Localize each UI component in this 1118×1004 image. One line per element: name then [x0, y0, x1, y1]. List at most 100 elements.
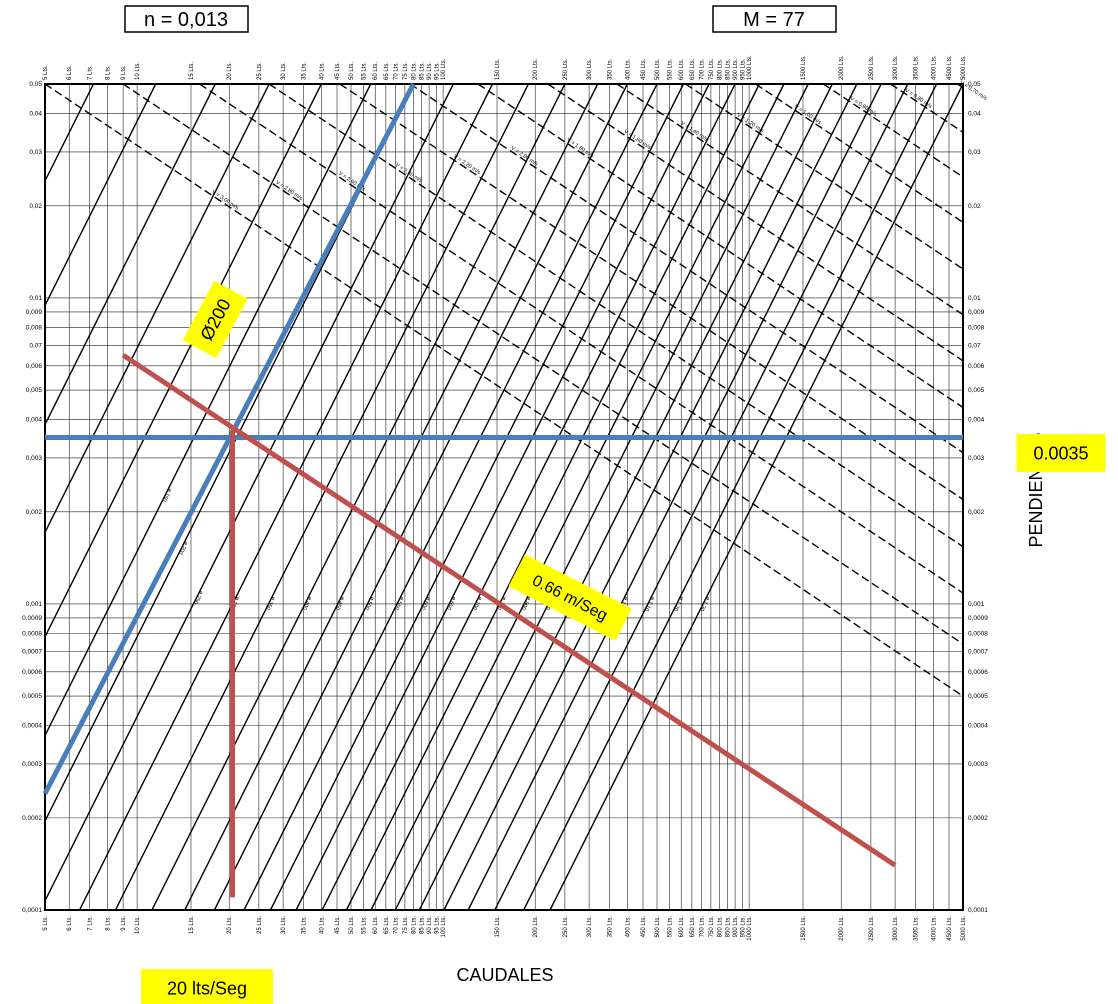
diameter-line: [114, 83, 530, 911]
diameter-line: [184, 83, 599, 911]
x-tick-label: 900 Lts.: [733, 916, 739, 938]
y-tick-label: 0,004: [26, 417, 43, 424]
x-tick-label: 25 Lts.: [257, 916, 263, 934]
y-tick-label: 0,004: [968, 417, 985, 424]
y-tick-label: 0,0003: [22, 761, 42, 768]
x-tick-label: 500 Lts.: [655, 58, 661, 80]
y-tick-label: 0,0009: [968, 615, 988, 622]
velocity-line-label: V = 2,80 m/s: [274, 180, 303, 202]
velocity-line-label: V = 1,40 m/s: [679, 121, 708, 143]
header-labels: n = 0,013 M = 77: [124, 5, 837, 33]
y-tick-label: 0,0007: [968, 648, 988, 655]
y-tick-label: 0,0009: [22, 615, 42, 622]
velocity-line-label: V = 2,40 m/s: [394, 162, 423, 184]
velocity-line: [199, 83, 964, 594]
x-tick-label: 15 Lts.: [189, 916, 195, 934]
x-tick-label: 700 Lts.: [700, 58, 706, 80]
y-tick-label: 0,009: [26, 309, 43, 316]
annotation-label: 0.0035: [1016, 434, 1106, 472]
annotation-label: 20 lts/Seg: [141, 969, 273, 1004]
x-tick-label: 7 Lts.: [88, 65, 94, 80]
x-tick-label: 600 Lts.: [679, 58, 685, 80]
velocity-line: [890, 83, 964, 133]
x-tick-label: 400 Lts.: [625, 916, 631, 938]
diameter-line-label: ø 600: [419, 595, 431, 610]
y-tick-label: 0,0008: [22, 631, 42, 638]
x-tick-label: 650 Lts.: [690, 58, 696, 80]
y-tick-label: 0,006: [968, 363, 985, 370]
y-tick-label: 0,005: [26, 387, 43, 394]
diameter-line-label: ø 200: [177, 540, 189, 555]
diameter-line: [44, 83, 157, 306]
x-tick-label: 3500 Lts.: [914, 55, 920, 80]
velocity-line-label: V = 2,20 m/s: [452, 154, 481, 176]
velocity-line-label: V = 3,00 m/s: [210, 189, 239, 211]
y-tick-label: 0,001: [968, 601, 985, 608]
x-tick-label: 750 Lts.: [709, 916, 715, 938]
x-tick-label: 8 Lts.: [105, 916, 111, 931]
y-tick-label: 0,04: [968, 111, 981, 118]
y-tick-label: 0,02: [29, 203, 42, 210]
x-tick-label: 5 Lts.: [43, 65, 49, 80]
x-tick-label: 70 Lts.: [394, 916, 400, 934]
annotation-label: 0.66 m/Seg: [508, 554, 632, 641]
diameter-line: [44, 83, 216, 425]
y-tick-label: 0,0007: [22, 648, 42, 655]
x-tick-label: 20 Lts.: [227, 62, 233, 80]
x-tick-label: 85 Lts.: [420, 916, 426, 934]
x-tick-label: 10 Lts.: [135, 62, 141, 80]
x-tick-label: 550 Lts.: [668, 58, 674, 80]
m-label: M = 77: [743, 9, 805, 31]
x-tick-label: 200 Lts.: [533, 58, 539, 80]
diameter-line-label: ø 800: [520, 595, 532, 610]
x-tick-label: 60 Lts.: [373, 916, 379, 934]
x-tick-label: 150 Lts.: [495, 916, 501, 938]
x-tick-label: 250 Lts.: [563, 58, 569, 80]
annotation-text: 0.0035: [1033, 443, 1088, 463]
diameter-line-label: ø 1,30: [698, 595, 710, 612]
diameter-line: [213, 83, 628, 911]
y-tick-label: 0,0004: [968, 723, 988, 730]
x-tick-label: 300 Lts.: [587, 916, 593, 938]
velocity-line: [823, 83, 964, 178]
annotation-highlight: [182, 280, 248, 359]
x-tick-label: 4000 Lts.: [931, 55, 937, 80]
x-tick-label: 2500 Lts.: [869, 916, 875, 941]
x-tick-label: 15 Lts.: [189, 62, 195, 80]
x-tick-label: 60 Lts.: [373, 62, 379, 80]
x-tick-label: 600 Lts.: [679, 916, 685, 938]
x-tick-label: 850 Lts.: [726, 58, 732, 80]
y-tick-label: 0,0008: [968, 631, 988, 638]
x-tick-label: 35 Lts.: [302, 62, 308, 80]
diameter-line: [523, 83, 938, 911]
n-label: n = 0,013: [144, 9, 228, 31]
m-label-box: [712, 5, 837, 33]
diameter-line: [494, 83, 909, 911]
x-tick-label: 1500 Lts.: [801, 916, 807, 941]
y-tick-label: 0,003: [26, 455, 43, 462]
x-tick-label: 40 Lts.: [319, 916, 325, 934]
velocity-line: [616, 83, 964, 316]
diameter-200-line: [42, 82, 416, 795]
velocity-line: [409, 83, 964, 454]
y-tick-label: 0,0005: [22, 693, 42, 700]
x-tick-labels-top: 5 Lts. 6 Lts. 7 Lts. 8 Lts. 9 Lts. 10 Lts. 15 …: [43, 55, 967, 80]
y-tick-label: 0,02: [968, 203, 981, 210]
velocity-line-label: V = 1,00 m/s: [793, 104, 822, 126]
x-tick-label: 45 Lts.: [335, 916, 341, 934]
x-tick-label: 500 Lts.: [655, 916, 661, 938]
x-tick-label: 300 Lts.: [587, 58, 593, 80]
x-tick-label: 95 Lts.: [434, 62, 440, 80]
y-tick-label: 0,0002: [22, 815, 42, 822]
x-tick-label: 1500 Lts.: [801, 55, 807, 80]
grid-lines: [44, 83, 964, 911]
diameter-line: [394, 83, 809, 911]
x-tick-label: 90 Lts.: [427, 916, 433, 934]
y-tick-label: 0,0004: [22, 723, 42, 730]
x-tick-label: 90 Lts.: [427, 62, 433, 80]
x-tick-label: 20 Lts.: [227, 916, 233, 934]
y-tick-labels-right: 0,05 0,04 0,03 0,02 0,01 0,009 0,008 0,07 0,006 0…: [968, 81, 988, 914]
velocity-line-label: V = 1,60 m/s: [623, 129, 652, 151]
x-tick-label: 25 Lts.: [257, 62, 263, 80]
diameter-line: [467, 83, 882, 911]
